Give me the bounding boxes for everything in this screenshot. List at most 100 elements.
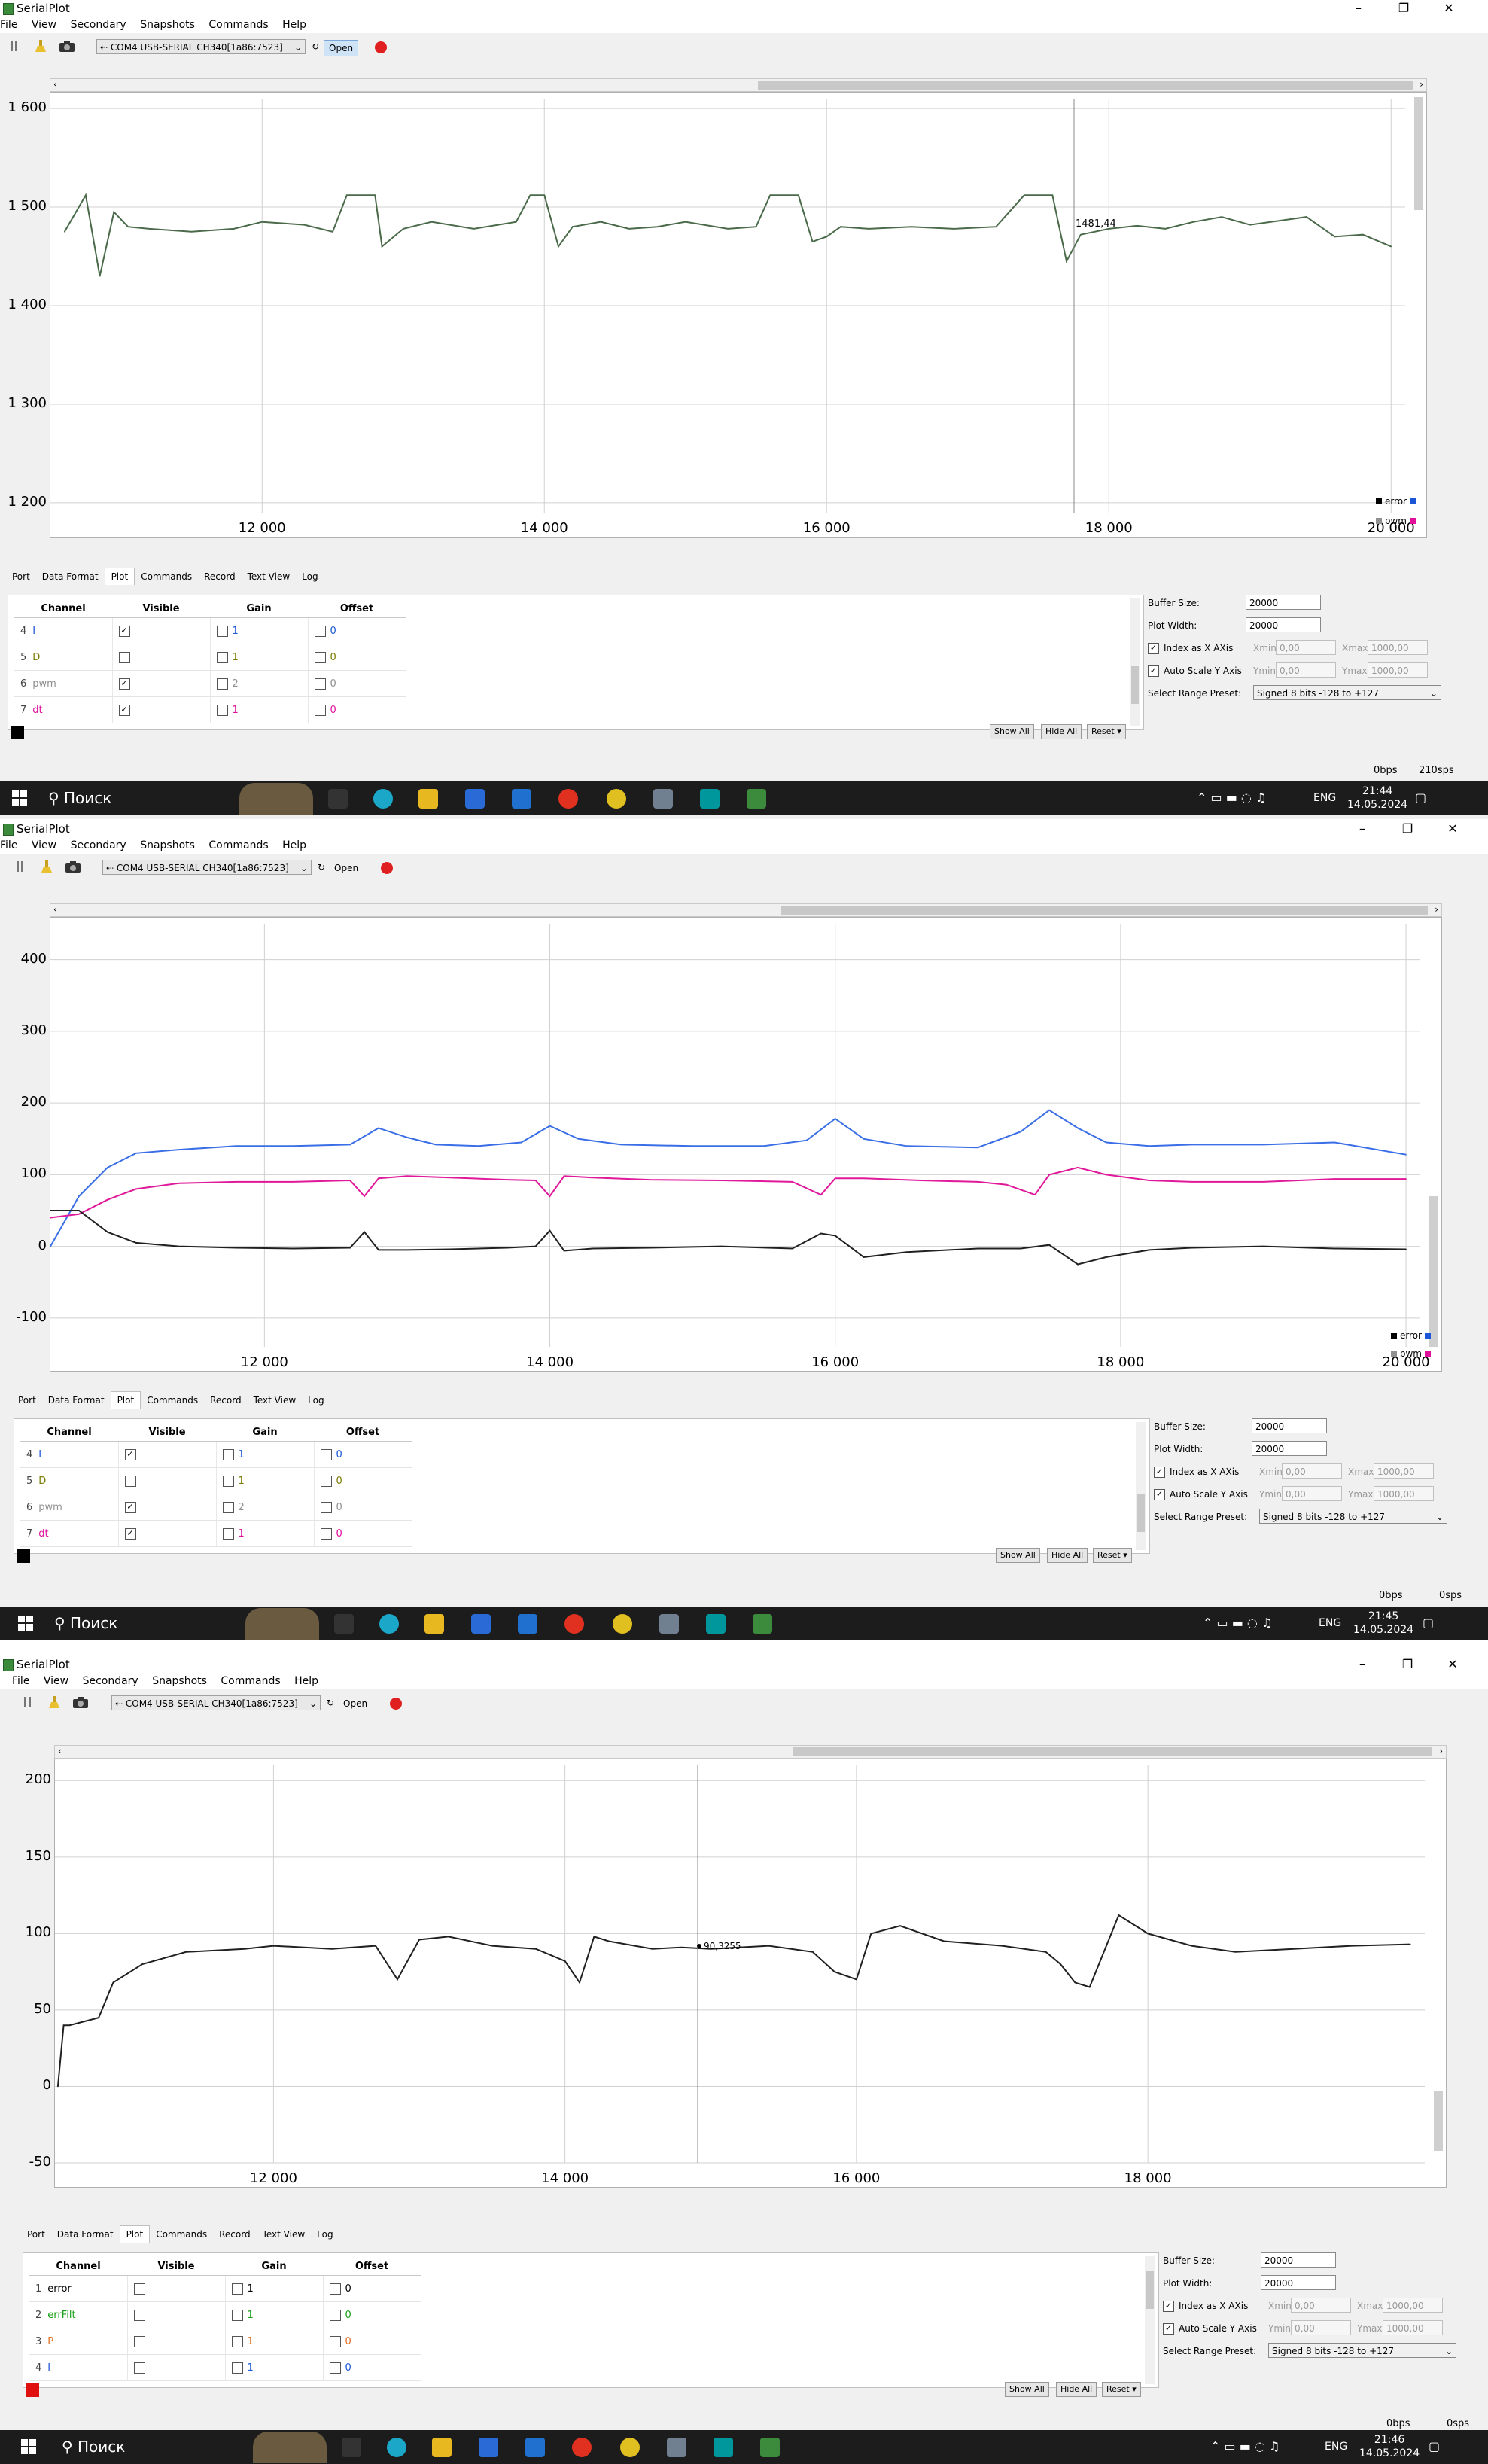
open-button[interactable]: Open: [334, 863, 359, 873]
yandex-browser-icon[interactable]: [564, 1614, 584, 1634]
gain-cell[interactable]: 1: [210, 696, 309, 723]
record-icon[interactable]: [375, 41, 387, 53]
windows-start-icon[interactable]: [18, 1616, 33, 1631]
taskbar-search[interactable]: ⚲ Поиск: [62, 2438, 126, 2456]
language-indicator[interactable]: ENG: [1313, 792, 1337, 804]
ymax-spinbox[interactable]: 1000,00: [1374, 1486, 1434, 1501]
plot-area[interactable]: 12 000 14 000 16 000 18 000 20 000 1481,44 er…: [50, 92, 1427, 538]
tab-plot[interactable]: Plot: [110, 1391, 141, 1409]
gain-checkbox[interactable]: [231, 2283, 243, 2295]
plot-vertical-scrollbar[interactable]: [1434, 2091, 1443, 2151]
minimize-icon[interactable]: –: [1359, 821, 1365, 836]
channel-cell[interactable]: 6 pwm: [20, 1494, 119, 1521]
offset-checkbox[interactable]: [320, 1475, 332, 1487]
reset-button[interactable]: Reset ▾: [1102, 2382, 1141, 2397]
visible-cell[interactable]: ✓: [112, 670, 211, 697]
plot-horizontal-scrollbar[interactable]: ‹ ›: [50, 903, 1442, 917]
menu-secondary[interactable]: Secondary: [70, 839, 126, 851]
tray-icons[interactable]: ⌃ ▭ ▬ ◌ ♫: [1210, 2439, 1280, 2453]
chrome-icon[interactable]: [607, 789, 626, 809]
table-scrollbar[interactable]: [1136, 1422, 1146, 1550]
mail-icon[interactable]: [525, 2438, 545, 2457]
record-icon[interactable]: [381, 862, 393, 874]
file-explorer-icon[interactable]: [432, 2438, 452, 2457]
hide-all-button[interactable]: Hide All: [1041, 724, 1082, 739]
notifications-icon[interactable]: ▢: [1423, 1616, 1435, 1630]
show-all-button[interactable]: Show All: [1005, 2382, 1049, 2397]
open-button[interactable]: Open: [343, 1698, 368, 1709]
ymin-spinbox[interactable]: 0,00: [1291, 2320, 1351, 2335]
chrome-icon[interactable]: [620, 2438, 640, 2457]
plot-width-spinbox[interactable]: 20000: [1261, 2275, 1336, 2290]
arduino-icon[interactable]: [700, 789, 720, 809]
scroll-right-icon[interactable]: ›: [1439, 1746, 1443, 1756]
maximize-icon[interactable]: ❐: [1401, 821, 1413, 836]
refresh-icon[interactable]: ↻: [318, 862, 326, 873]
notifications-icon[interactable]: ▢: [1415, 790, 1427, 805]
port-select[interactable]: ⇠ COM4 USB-SERIAL CH340[1a86:7523] ⌄: [111, 1695, 321, 1710]
visible-cell[interactable]: [118, 1467, 217, 1494]
yandex-browser-icon[interactable]: [572, 2438, 592, 2457]
tab-data-format[interactable]: Data Format: [56, 2229, 114, 2240]
visible-checkbox[interactable]: [133, 2309, 145, 2321]
camera-icon[interactable]: [59, 39, 75, 53]
channel-cell[interactable]: 2 errFilt: [29, 2301, 128, 2328]
gain-cell[interactable]: 1: [225, 2301, 324, 2328]
arduino-icon[interactable]: [714, 2438, 733, 2457]
visible-cell[interactable]: ✓: [118, 1494, 217, 1521]
port-select[interactable]: ⇠ COM4 USB-SERIAL CH340[1a86:7523] ⌄: [96, 39, 306, 54]
visible-checkbox[interactable]: [118, 651, 130, 663]
ymin-spinbox[interactable]: 0,00: [1276, 662, 1336, 678]
paint-icon[interactable]: [667, 2438, 686, 2457]
visible-checkbox[interactable]: ✓: [118, 704, 130, 716]
tab-text-view[interactable]: Text View: [247, 571, 291, 582]
menu-secondary[interactable]: Secondary: [70, 19, 126, 31]
ymax-spinbox[interactable]: 1000,00: [1368, 662, 1428, 678]
pause-icon[interactable]: [8, 39, 23, 53]
file-explorer-icon[interactable]: [418, 789, 438, 809]
menu-snapshots[interactable]: Snapshots: [140, 19, 195, 31]
gain-checkbox[interactable]: [231, 2335, 243, 2347]
menu-view[interactable]: View: [31, 839, 57, 851]
store-icon[interactable]: [465, 789, 485, 809]
offset-checkbox[interactable]: [314, 651, 326, 663]
gain-checkbox[interactable]: [216, 651, 228, 663]
language-indicator[interactable]: ENG: [1325, 2441, 1348, 2453]
mail-icon[interactable]: [512, 789, 531, 809]
pause-icon[interactable]: [21, 1695, 36, 1709]
visible-checkbox[interactable]: ✓: [124, 1527, 136, 1540]
menu-help[interactable]: Help: [294, 1675, 319, 1687]
offset-cell[interactable]: 0: [308, 617, 406, 644]
record-icon[interactable]: [390, 1698, 402, 1710]
auto-scale-checkbox[interactable]: ✓ Auto Scale Y Axis: [1163, 2323, 1257, 2335]
table-scrollbar[interactable]: [1145, 2256, 1155, 2384]
camera-icon[interactable]: [65, 860, 81, 873]
auto-scale-checkbox[interactable]: ✓ Auto Scale Y Axis: [1154, 1489, 1248, 1500]
plot-vertical-scrollbar[interactable]: [1414, 97, 1423, 210]
offset-checkbox[interactable]: [320, 1501, 332, 1513]
visible-cell[interactable]: ✓: [112, 696, 211, 723]
tab-record[interactable]: Record: [219, 2229, 251, 2240]
refresh-icon[interactable]: ↻: [327, 1698, 335, 1708]
menu-help[interactable]: Help: [282, 839, 307, 851]
menu-secondary[interactable]: Secondary: [82, 1675, 138, 1687]
gain-cell[interactable]: 1: [216, 1520, 315, 1547]
offset-checkbox[interactable]: [320, 1448, 332, 1460]
tab-port[interactable]: Port: [12, 571, 30, 582]
gain-checkbox[interactable]: [222, 1475, 234, 1487]
offset-checkbox[interactable]: [314, 625, 326, 637]
channel-cell[interactable]: 1 error: [29, 2275, 128, 2302]
reset-button[interactable]: Reset ▾: [1087, 724, 1126, 739]
edge-icon[interactable]: [379, 1614, 399, 1634]
plot-width-spinbox[interactable]: 20000: [1246, 617, 1321, 632]
visible-cell[interactable]: [127, 2328, 226, 2355]
offset-checkbox[interactable]: [329, 2283, 341, 2295]
color-swatch[interactable]: [11, 726, 24, 739]
open-button[interactable]: Open: [324, 40, 359, 56]
scrollbar-thumb[interactable]: [781, 906, 1428, 915]
clock[interactable]: 21:46 14.05.2024: [1359, 2434, 1420, 2459]
